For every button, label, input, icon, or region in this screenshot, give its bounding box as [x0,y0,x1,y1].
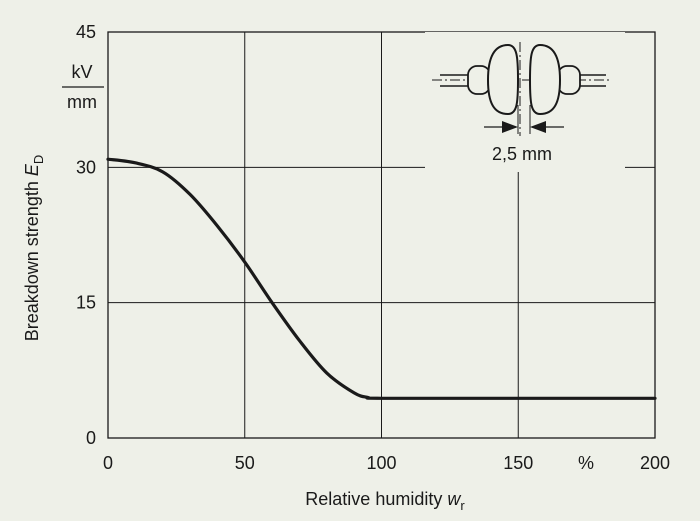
right-holder [557,65,581,95]
right-electrode [528,43,562,116]
x-tick-label: 0 [103,453,113,473]
y-axis-symbol: E [22,163,42,176]
y-tick-label: 0 [86,428,96,448]
inset-background [425,32,625,172]
left-electrode [486,43,520,116]
series-line [106,157,657,400]
y-unit-denominator: mm [67,92,97,112]
x-tick-labels: 0 50 100 150 200 [103,453,670,473]
y-tick-label: 30 [76,157,96,177]
electrode-inset: 2,5 mm [425,32,625,172]
x-tick-label: 200 [640,453,670,473]
x-tick-label: 150 [503,453,533,473]
gap-label: 2,5 mm [492,144,552,164]
y-tick-labels: 0 15 30 45 [76,22,96,448]
y-unit-numerator: kV [71,62,92,82]
x-tick-label: 100 [366,453,396,473]
x-axis-symbol: w [447,489,461,509]
x-axis-title-text: Relative humidity [305,489,442,509]
y-tick-label: 15 [76,293,96,313]
left-holder [467,65,491,95]
y-tick-label: 45 [76,22,96,42]
y-axis-title-text: Breakdown strength [22,181,42,341]
y-axis-subscript: D [31,155,46,164]
x-axis-subscript: r [460,498,465,513]
y-axis-title: Breakdown strength ED [22,155,46,342]
x-axis-title: Relative humidity wr [305,489,465,513]
x-unit: % [578,453,594,473]
x-tick-label: 50 [235,453,255,473]
left-arrowhead [502,121,518,133]
plot-frame [107,31,656,439]
right-arrowhead [530,121,546,133]
